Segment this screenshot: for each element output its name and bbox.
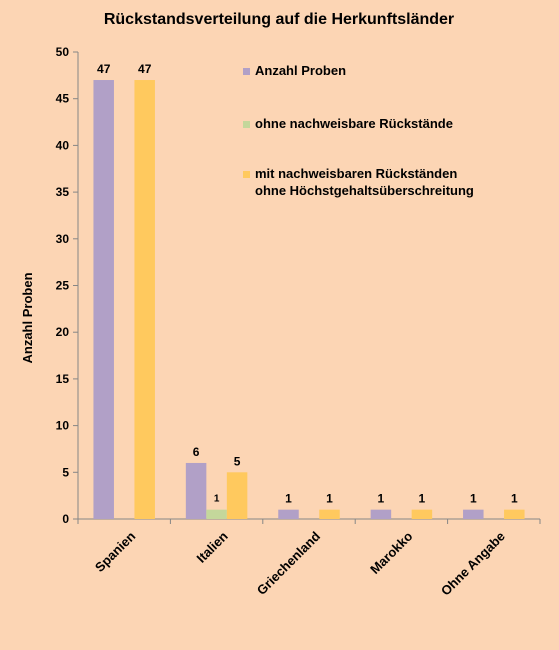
data-label: 47 [138, 62, 152, 76]
y-tick-label: 20 [56, 325, 70, 339]
legend-label: Anzahl Proben [255, 63, 346, 78]
y-tick-label: 35 [56, 185, 70, 199]
legend-swatch [243, 121, 250, 128]
y-tick-label: 25 [56, 279, 70, 293]
bar [278, 509, 299, 519]
data-label: 5 [234, 454, 241, 468]
data-label: 1 [214, 494, 220, 505]
y-tick-label: 5 [62, 465, 69, 479]
bar [134, 80, 155, 520]
y-tick-label: 50 [56, 45, 70, 59]
y-tick-label: 15 [56, 372, 70, 386]
bars [93, 80, 525, 520]
bar [226, 472, 248, 519]
y-tick-label: 40 [56, 138, 70, 152]
bar [185, 462, 207, 519]
y-tick-label: 0 [62, 512, 69, 526]
bar [206, 509, 227, 519]
legend-swatch [243, 68, 250, 75]
data-label: 1 [470, 492, 477, 506]
bar [411, 509, 433, 519]
y-tick-label: 45 [56, 92, 70, 106]
data-label: 1 [285, 492, 292, 506]
data-labels: 47 47 6 1 5 1 1 1 1 1 1 [97, 62, 518, 506]
legend-swatch [243, 171, 250, 178]
category-label: Italien [194, 528, 231, 565]
category-label: Ohne Angabe [438, 529, 508, 599]
bar [370, 509, 392, 519]
legend-label: mit nachweisbaren Rückständen ohne Höchst… [255, 166, 474, 198]
legend: Anzahl Proben ohne nachweisbare Rückständ… [243, 63, 474, 198]
category-label: Griechenland [254, 528, 323, 597]
x-axis-labels: Spanien Italien Griechenland Marokko Ohne An… [92, 528, 508, 598]
category-label: Marokko [367, 528, 415, 576]
y-axis-label: Anzahl Proben [20, 272, 35, 363]
data-label: 1 [419, 492, 426, 506]
bar [319, 509, 340, 519]
chart-title: Rückstandsverteilung auf die Herkunftslä… [104, 11, 454, 28]
bar [504, 509, 525, 519]
data-label: 1 [511, 492, 518, 506]
data-label: 47 [97, 62, 111, 76]
y-tick-label: 10 [56, 419, 70, 433]
legend-label: ohne nachweisbare Rückstände [255, 116, 453, 131]
data-label: 6 [193, 445, 200, 459]
y-tick-label: 30 [56, 232, 70, 246]
data-label: 1 [326, 492, 333, 506]
data-label: 1 [378, 492, 385, 506]
category-label: Spanien [92, 528, 138, 574]
bar [463, 509, 484, 519]
bar [93, 80, 114, 520]
